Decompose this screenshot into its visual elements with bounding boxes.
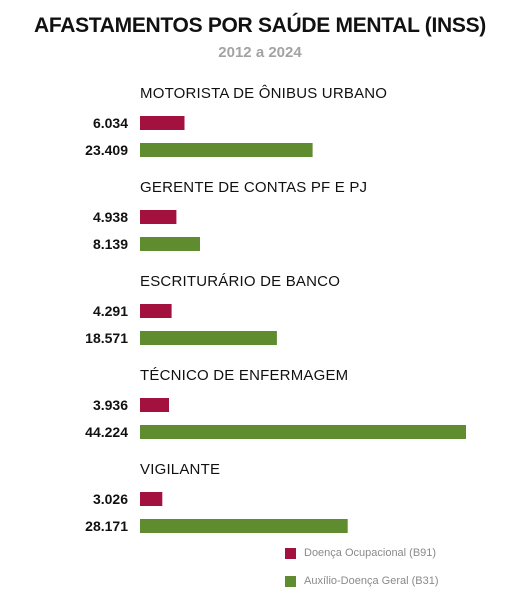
legend-swatch-b91 — [285, 547, 296, 559]
category-label: TÉCNICO DE ENFERMAGEM — [140, 367, 348, 384]
legend-swatch-b31 — [285, 575, 296, 587]
bar-b31 — [140, 143, 313, 157]
legend-label-b31: Auxílio-Doença Geral (B31) — [304, 575, 439, 587]
bar-b31 — [140, 331, 277, 345]
data-label: 28.171 — [85, 518, 128, 534]
category-label: ESCRITURÁRIO DE BANCO — [140, 273, 340, 290]
bar-b91 — [140, 398, 169, 412]
data-label: 6.034 — [93, 115, 128, 131]
chart-subtitle: 2012 a 2024 — [218, 44, 302, 61]
category-label: GERENTE DE CONTAS PF E PJ — [140, 179, 367, 196]
legend-item-b31: Auxílio-Doença Geral (B31) — [285, 573, 439, 589]
legend-item-b91: Doença Ocupacional (B91) — [285, 545, 439, 561]
data-label: 23.409 — [85, 142, 128, 158]
bar-chart: MOTORISTA DE ÔNIBUS URBANO 6.034 23.409 GER… — [85, 85, 466, 534]
bar-b91 — [140, 492, 163, 506]
legend-label-b91: Doença Ocupacional (B91) — [304, 547, 437, 559]
category-label: MOTORISTA DE ÔNIBUS URBANO — [140, 85, 387, 102]
bar-b31 — [140, 519, 348, 533]
data-label: 8.139 — [93, 236, 128, 252]
data-label: 18.571 — [85, 330, 128, 346]
data-label: 4.291 — [93, 303, 128, 319]
bar-b91 — [140, 304, 172, 318]
data-label: 3.026 — [93, 491, 128, 507]
chart-title: AFASTAMENTOS POR SAÚDE MENTAL (INSS) — [33, 14, 486, 37]
bar-b31 — [140, 425, 466, 439]
data-label: 44.224 — [85, 424, 128, 440]
category-label: VIGILANTE — [140, 461, 220, 478]
bar-b31 — [140, 237, 200, 251]
bar-b91 — [140, 210, 177, 224]
data-label: 4.938 — [93, 209, 128, 225]
legend: Doença Ocupacional (B91) Auxílio-Doença … — [285, 545, 439, 601]
bar-b91 — [140, 116, 185, 130]
data-label: 3.936 — [93, 397, 128, 413]
